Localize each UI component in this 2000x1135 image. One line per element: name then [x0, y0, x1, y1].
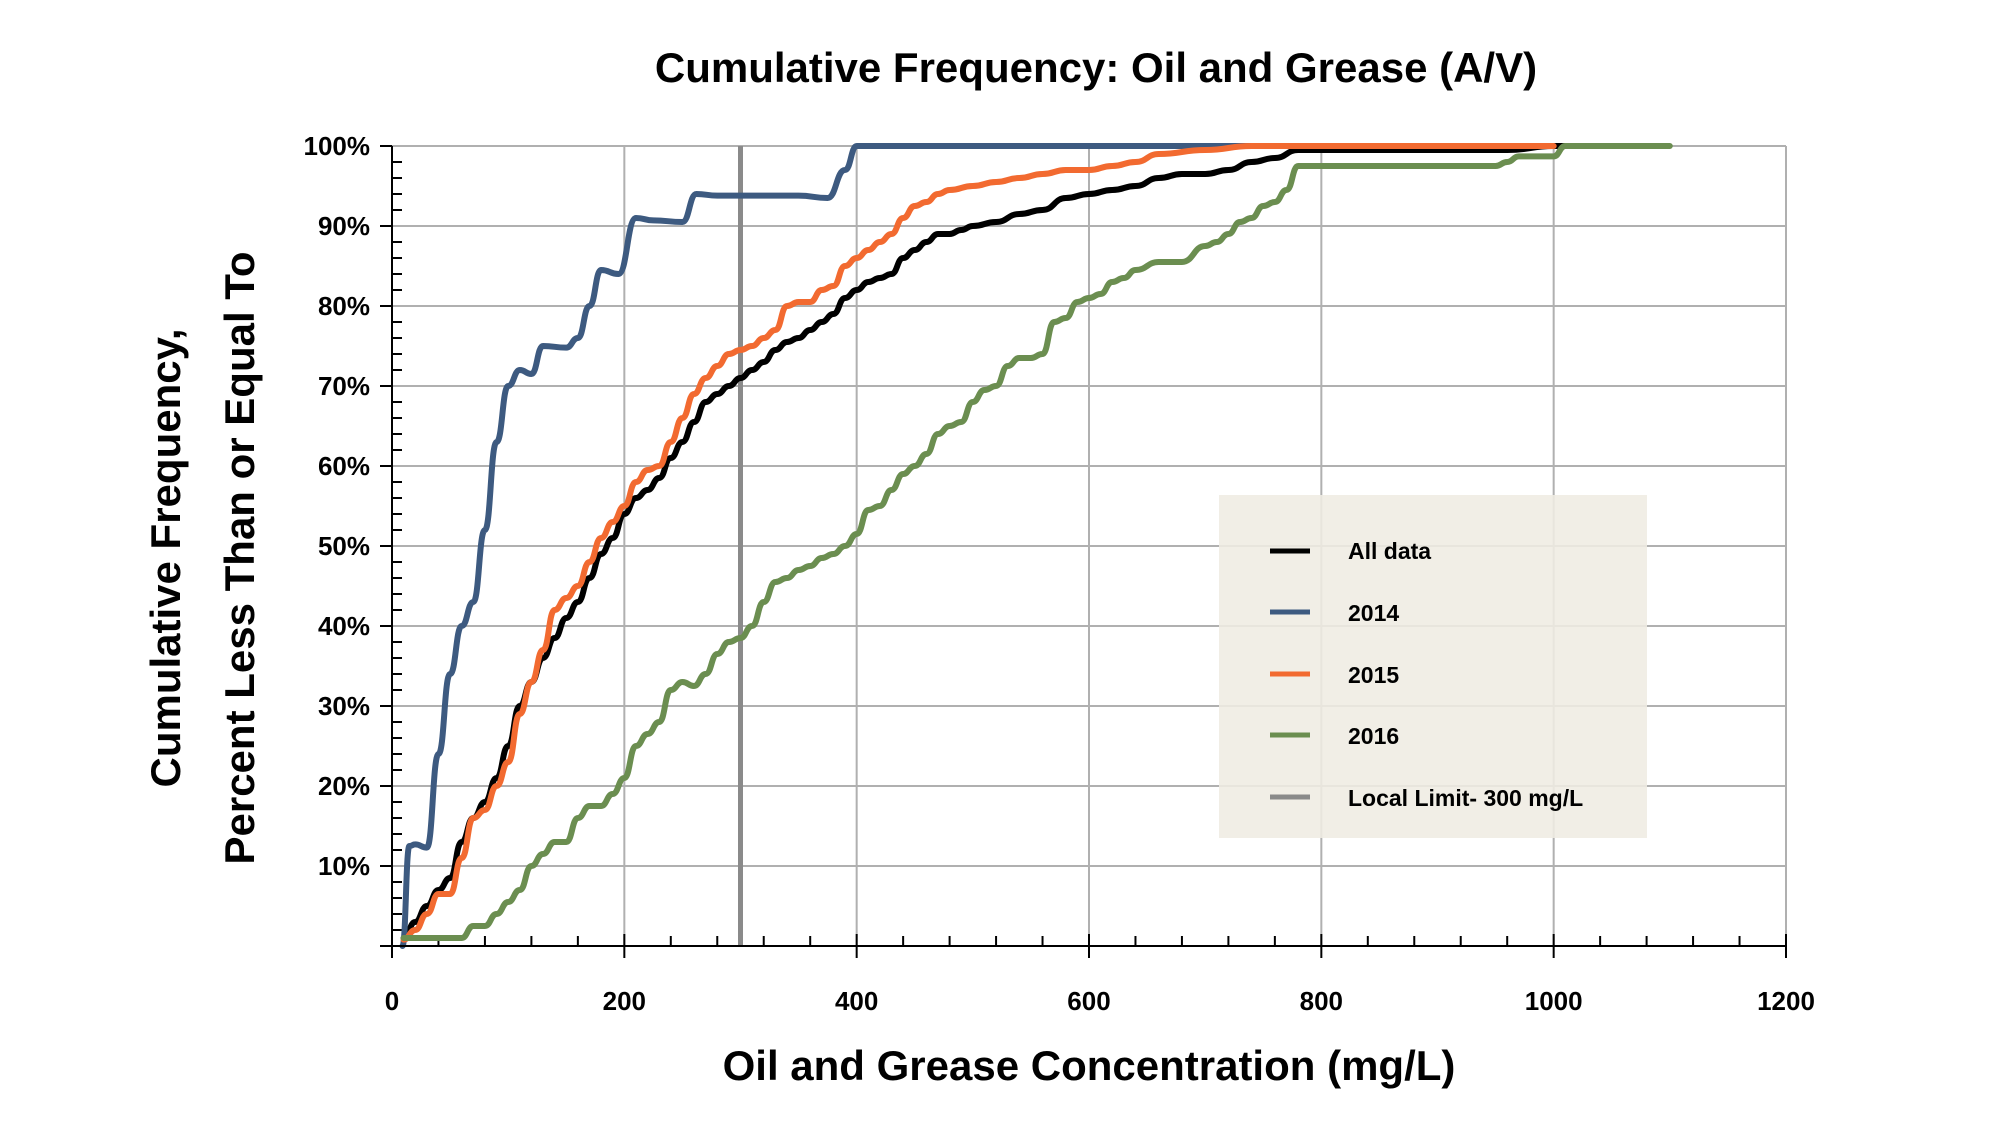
- x-tick-label: 400: [835, 986, 878, 1016]
- series-line-2015: [400, 143, 1557, 943]
- legend-label-local-limit: Local Limit- 300 mg/L: [1348, 785, 1583, 811]
- legend-label-2016: 2016: [1348, 723, 1399, 749]
- legend-item-2014: 2014: [1270, 600, 1399, 626]
- y-tick-labels: 10% 20% 30% 40% 50% 60% 70% 80% 90% 100%: [304, 131, 371, 881]
- series-line-2014: [399, 142, 1325, 949]
- y-axis-title-line-1: Cumulative Frequency,: [142, 328, 189, 787]
- y-tick-label: 100%: [304, 131, 371, 161]
- y-tick-label: 90%: [318, 211, 370, 241]
- x-tick-label: 1000: [1525, 986, 1583, 1016]
- minor-ticks: [380, 145, 1787, 958]
- legend-item-2015: 2015: [1270, 662, 1399, 688]
- axes: [380, 146, 1786, 947]
- y-tick-label: 20%: [318, 771, 370, 801]
- x-tick-label: 600: [1067, 986, 1110, 1016]
- legend-item-all-data: All data: [1270, 538, 1431, 564]
- legend-item-local-limit: Local Limit- 300 mg/L: [1270, 785, 1583, 811]
- legend-label-2014: 2014: [1348, 600, 1399, 626]
- y-tick-label: 70%: [318, 371, 370, 401]
- y-tick-label: 40%: [318, 611, 370, 641]
- y-axis-title-line-2: Percent Less Than or Equal To: [216, 251, 263, 864]
- y-axis-title: Cumulative Frequency,: [142, 328, 189, 787]
- x-axis-title: Oil and Grease Concentration (mg/L): [723, 1042, 1456, 1089]
- x-tick-label: 200: [603, 986, 646, 1016]
- y-tick-label: 80%: [318, 291, 370, 321]
- series-line-2016: [400, 142, 1673, 941]
- x-tick-labels: 0 200 400 600 800 1000 1200: [385, 986, 1815, 1016]
- x-tick-label: 1200: [1757, 986, 1815, 1016]
- y-tick-label: 10%: [318, 851, 370, 881]
- legend-item-2016: 2016: [1270, 723, 1399, 749]
- y-axis-title-2: Percent Less Than or Equal To: [216, 251, 263, 864]
- y-tick-label: 60%: [318, 451, 370, 481]
- series-group: [399, 142, 1673, 949]
- y-tick-label: 50%: [318, 531, 370, 561]
- y-tick-label: 30%: [318, 691, 370, 721]
- x-tick-label: 800: [1300, 986, 1343, 1016]
- legend-label-2015: 2015: [1348, 662, 1399, 688]
- legend-label-all-data: All data: [1348, 538, 1431, 564]
- x-tick-label: 0: [385, 986, 399, 1016]
- chart-title: Cumulative Frequency: Oil and Grease (A/…: [655, 44, 1537, 91]
- legend: All data 2014 2015 2016 Local Limit- 300…: [1219, 495, 1647, 838]
